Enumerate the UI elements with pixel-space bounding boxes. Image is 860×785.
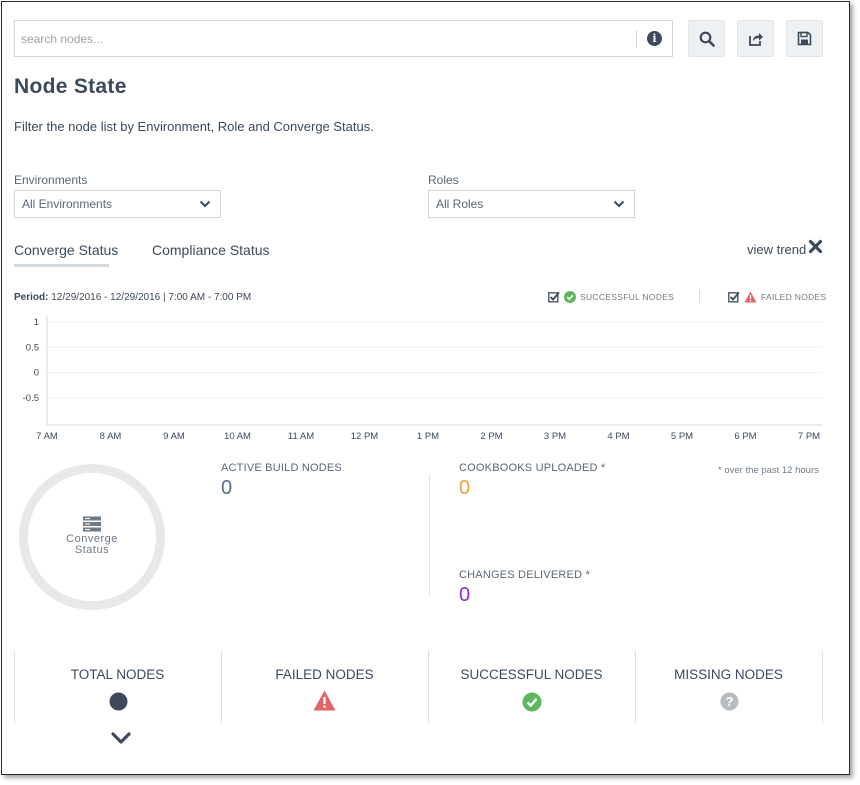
tab-converge-status[interactable]: Converge Status [14, 242, 119, 258]
successful-nodes-label[interactable]: SUCCESSFUL NODES [460, 667, 603, 682]
save-icon [797, 31, 812, 46]
search-input[interactable] [15, 21, 630, 56]
circle-icon[interactable] [109, 692, 128, 711]
missing-nodes-label[interactable]: MISSING NODES [674, 667, 783, 682]
changes-delivered-value: 0 [459, 584, 471, 606]
search-icon [699, 31, 715, 47]
cell-divider [14, 651, 15, 723]
cookbooks-uploaded-label: COOKBOOKS UPLOADED * [459, 462, 606, 474]
y-tick-label: -0.5 [23, 393, 39, 404]
legend-divider [699, 290, 700, 303]
environments-value: All Environments [22, 197, 113, 211]
cell-divider [822, 651, 823, 723]
stats-note: * over the past 12 hours [718, 465, 819, 476]
converge-chart: 1 0.5 0 -0.5 7 AM 8 AM 9 AM 10 AM 11 AM 12 PM 1 PM… [23, 316, 822, 442]
x-tick-label: 5 PM [671, 431, 693, 442]
warning-icon [744, 291, 757, 303]
search-divider [636, 30, 637, 48]
page-title: Node State [14, 75, 127, 98]
y-tick-label: 0 [34, 368, 39, 379]
cell-divider [428, 651, 429, 723]
x-tick-label: 6 PM [734, 431, 756, 442]
expand-chevron-icon[interactable] [111, 731, 131, 745]
x-tick-label: 2 PM [480, 431, 502, 442]
search-box: i [14, 20, 673, 57]
cell-divider [635, 651, 636, 723]
active-build-nodes-value: 0 [221, 477, 233, 499]
cell-divider [221, 651, 222, 723]
converge-status-donut [19, 464, 165, 610]
cookbooks-uploaded-value: 0 [459, 477, 471, 499]
y-tick-label: 1 [34, 317, 39, 328]
chevron-down-icon [613, 200, 625, 208]
x-tick-label: 1 PM [417, 431, 439, 442]
check-circle-icon [564, 291, 576, 303]
roles-select[interactable]: All Roles [428, 190, 635, 218]
roles-label: Roles [428, 173, 459, 187]
legend-failed[interactable]: FAILED NODES [728, 291, 826, 303]
active-build-nodes-label: ACTIVE BUILD NODES [221, 462, 342, 474]
x-tick-label: 4 PM [607, 431, 629, 442]
failed-nodes-label[interactable]: FAILED NODES [275, 667, 374, 682]
question-circle-icon[interactable]: ? [720, 692, 739, 711]
page-description: Filter the node list by Environment, Rol… [14, 119, 374, 134]
environments-label: Environments [14, 173, 88, 187]
svg-text:?: ? [726, 694, 734, 709]
y-tick-label: 0.5 [26, 342, 39, 353]
legend-failed-label: FAILED NODES [761, 292, 827, 302]
x-tick-label: 8 AM [100, 431, 122, 442]
tab-compliance-status[interactable]: Compliance Status [152, 242, 270, 258]
x-tick-label: 12 PM [351, 431, 379, 442]
total-nodes-label[interactable]: TOTAL NODES [70, 667, 165, 682]
search-button[interactable] [688, 20, 725, 57]
x-tick-label: 11 AM [288, 431, 314, 442]
view-trend-link[interactable]: view trend [747, 242, 807, 257]
share-icon [748, 32, 763, 46]
server-icon [83, 516, 101, 532]
x-tick-label: 3 PM [544, 431, 566, 442]
checkbox-checked-icon[interactable] [728, 291, 740, 303]
donut-label-line1: Converge [66, 533, 118, 545]
period-value: 12/29/2016 - 12/29/2016 | 7:00 AM - 7:00… [51, 292, 252, 303]
period-label: Period: [14, 292, 49, 303]
donut-label: Converge Status [19, 534, 165, 556]
x-tick-label: 7 AM [36, 431, 58, 442]
x-tick-label: 9 AM [163, 431, 185, 442]
info-icon[interactable]: i [647, 31, 662, 46]
donut-label-line2: Status [74, 544, 110, 556]
active-tab-indicator [14, 264, 109, 267]
close-icon[interactable] [808, 239, 823, 254]
chevron-down-icon [199, 200, 211, 208]
share-button[interactable] [737, 20, 774, 57]
environments-select[interactable]: All Environments [14, 190, 221, 218]
period-text: Period: 12/29/2016 - 12/29/2016 | 7:00 A… [14, 292, 251, 303]
x-tick-label: 7 PM [798, 431, 820, 442]
warning-icon[interactable] [313, 690, 336, 711]
changes-delivered-label: CHANGES DELIVERED * [459, 569, 590, 581]
check-circle-icon[interactable] [522, 692, 542, 712]
legend-successful[interactable]: SUCCESSFUL NODES [548, 291, 674, 303]
save-button[interactable] [786, 20, 823, 57]
legend-successful-label: SUCCESSFUL NODES [580, 292, 675, 302]
roles-value: All Roles [436, 197, 484, 211]
x-tick-label: 10 AM [224, 431, 251, 442]
app-frame: i Node State Filter the node list by Env… [1, 1, 850, 775]
stats-divider [429, 474, 430, 596]
checkbox-checked-icon[interactable] [548, 291, 560, 303]
